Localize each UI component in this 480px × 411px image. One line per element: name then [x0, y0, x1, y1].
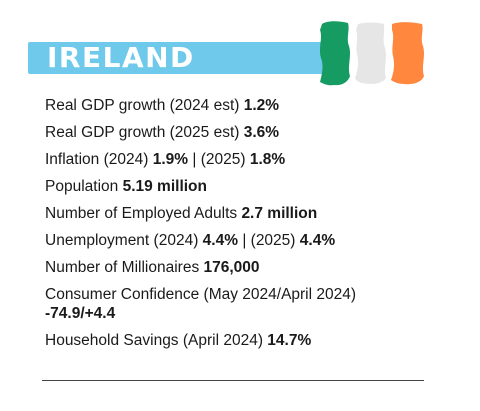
stat-value: 1.9% [152, 151, 189, 168]
stat-gdp-2024: Real GDP growth (2024 est) 1.2% [45, 92, 425, 119]
stat-label: Consumer Confidence (May 2024/April 2024… [45, 286, 357, 303]
stat-value-2025: 1.8% [249, 151, 286, 168]
stat-inflation: Inflation (2024) 1.9% | (2025) 1.8% [45, 146, 425, 173]
stat-household-savings: Household Savings (April 2024) 14.7% [45, 327, 425, 354]
flag-orange-stripe [391, 22, 424, 85]
stat-separator: | (2025) [188, 151, 250, 168]
stat-value: 4.4% [202, 232, 239, 249]
stat-label: Population [45, 178, 119, 195]
stat-label: Number of Employed Adults [45, 205, 238, 222]
title-banner [28, 42, 348, 74]
stat-label: Household Savings (April 2024) [45, 332, 263, 349]
stat-employed-adults: Number of Employed Adults 2.7 million [45, 200, 425, 227]
stat-value: 1.2% [243, 97, 280, 114]
stat-label: Number of Millionaires [45, 259, 200, 276]
stat-value: 2.7 million [241, 205, 318, 222]
stat-value: 5.19 million [122, 178, 207, 195]
bottom-divider [42, 380, 424, 381]
stat-label: Inflation (2024) [45, 151, 149, 168]
stat-label: Real GDP growth (2025 est) [45, 124, 240, 141]
flag-green-stripe [320, 21, 350, 86]
stat-millionaires: Number of Millionaires 176,000 [45, 254, 425, 281]
stat-unemployment: Unemployment (2024) 4.4% | (2025) 4.4% [45, 227, 425, 254]
stat-value: 3.6% [243, 124, 280, 141]
stat-value-2025: 4.4% [299, 232, 336, 249]
flag-white-stripe [355, 22, 386, 84]
stat-label: Real GDP growth (2024 est) [45, 97, 240, 114]
stat-gdp-2025: Real GDP growth (2025 est) 3.6% [45, 119, 425, 146]
statistics-list: Real GDP growth (2024 est) 1.2% Real GDP… [45, 92, 425, 354]
stat-consumer-confidence: Consumer Confidence (May 2024/April 2024… [45, 281, 425, 327]
stat-value: -74.9/+4.4 [45, 305, 116, 322]
stat-population: Population 5.19 million [45, 173, 425, 200]
stat-label: Unemployment (2024) [45, 232, 199, 249]
stat-value: 14.7% [267, 332, 312, 349]
stat-separator: | (2025) [238, 232, 300, 249]
country-title: IRELAND [47, 41, 195, 74]
stat-value: 176,000 [203, 259, 260, 276]
irish-flag-icon [320, 21, 424, 86]
